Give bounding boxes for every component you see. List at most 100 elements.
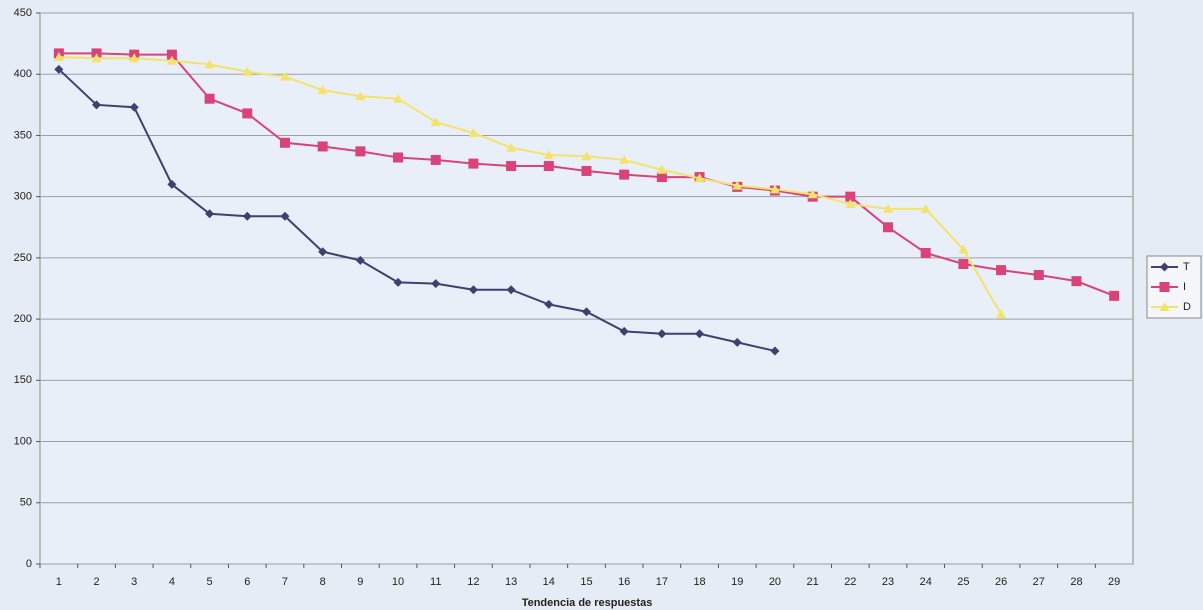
data-point xyxy=(770,346,780,356)
y-tick-label: 450 xyxy=(14,7,32,19)
x-tick-label: 19 xyxy=(731,576,743,588)
x-tick-label: 22 xyxy=(844,576,856,588)
data-point xyxy=(732,180,743,190)
data-point xyxy=(279,137,290,148)
data-point xyxy=(656,172,667,183)
data-point xyxy=(656,164,667,174)
data-point xyxy=(732,337,742,347)
plot-area xyxy=(39,12,1134,565)
data-point xyxy=(619,154,630,164)
legend-marker xyxy=(1159,282,1170,292)
data-point xyxy=(242,108,253,119)
data-point xyxy=(204,59,215,69)
data-point xyxy=(355,91,366,101)
x-tick-label: 5 xyxy=(207,576,213,588)
data-point xyxy=(166,55,177,65)
x-tick-label: 27 xyxy=(1033,576,1045,588)
data-point xyxy=(506,285,516,295)
x-tick-label: 9 xyxy=(357,576,363,588)
data-point xyxy=(204,93,215,104)
x-tick-label: 2 xyxy=(93,576,99,588)
x-tick-label: 15 xyxy=(580,576,592,588)
legend-marker xyxy=(1160,262,1169,272)
data-point xyxy=(431,279,441,289)
y-tick-label: 350 xyxy=(14,129,32,141)
data-point xyxy=(91,53,102,63)
series-line xyxy=(58,68,776,352)
data-point xyxy=(242,66,253,76)
x-tick-label: 28 xyxy=(1070,576,1082,588)
data-point xyxy=(430,154,441,165)
data-point xyxy=(1033,270,1044,281)
y-tick-label: 400 xyxy=(14,68,32,80)
y-tick-label: 0 xyxy=(26,558,32,570)
data-point xyxy=(769,184,780,194)
x-tick-label: 4 xyxy=(169,576,175,588)
data-point xyxy=(1071,276,1082,287)
data-point xyxy=(657,329,667,339)
data-point xyxy=(543,150,554,160)
x-tick-label: 20 xyxy=(769,576,781,588)
x-tick-label: 14 xyxy=(543,576,555,588)
legend-marker xyxy=(1159,302,1170,311)
x-tick-label: 8 xyxy=(320,576,326,588)
data-point xyxy=(242,211,252,221)
data-point xyxy=(845,191,856,202)
legend-label: D xyxy=(1183,301,1191,313)
data-point xyxy=(883,203,894,213)
data-point xyxy=(883,222,894,233)
y-tick-label: 250 xyxy=(14,252,32,264)
x-tick-label: 11 xyxy=(430,576,441,588)
x-tick-label: 1 xyxy=(56,576,62,588)
y-tick-label: 50 xyxy=(20,497,32,509)
x-tick-label: 26 xyxy=(995,576,1007,588)
data-point xyxy=(544,299,554,309)
y-tick-label: 150 xyxy=(14,374,32,386)
data-point xyxy=(582,307,591,317)
data-point xyxy=(430,116,441,126)
data-point xyxy=(393,93,404,103)
x-tick-label: 13 xyxy=(505,576,517,588)
data-point xyxy=(129,53,140,63)
data-point xyxy=(53,52,64,62)
x-axis-label: Tendencia de respuestas xyxy=(522,597,653,609)
data-point xyxy=(581,165,592,176)
legend-label: T xyxy=(1183,261,1190,273)
x-tick-label: 17 xyxy=(656,576,668,588)
y-tick-label: 200 xyxy=(14,313,32,325)
data-point xyxy=(468,285,478,295)
data-point xyxy=(845,199,856,209)
data-point xyxy=(205,209,215,219)
data-point xyxy=(92,100,102,110)
x-tick-label: 23 xyxy=(882,576,894,588)
data-point xyxy=(355,255,365,265)
data-point xyxy=(279,71,290,81)
data-point xyxy=(129,102,139,112)
x-tick-label: 6 xyxy=(244,576,250,588)
data-point xyxy=(920,203,931,213)
data-point xyxy=(355,146,366,157)
x-tick-label: 29 xyxy=(1108,576,1120,588)
x-tick-label: 24 xyxy=(920,576,932,588)
data-point xyxy=(694,173,705,183)
x-tick-label: 25 xyxy=(957,576,969,588)
data-point xyxy=(506,161,517,172)
data-point xyxy=(996,265,1007,276)
y-tick-label: 300 xyxy=(14,191,32,203)
data-point xyxy=(807,189,818,199)
data-point xyxy=(920,247,931,258)
data-point xyxy=(318,247,328,257)
series-line xyxy=(58,56,1002,315)
data-point xyxy=(280,211,290,221)
x-tick-label: 7 xyxy=(282,576,288,588)
x-tick-label: 10 xyxy=(392,576,404,588)
data-point xyxy=(317,141,328,152)
data-point xyxy=(1109,290,1120,301)
data-point xyxy=(958,259,969,270)
data-point xyxy=(468,158,479,169)
data-point xyxy=(695,329,705,339)
data-point xyxy=(166,49,177,60)
data-point xyxy=(581,151,592,161)
x-tick-label: 21 xyxy=(807,576,819,588)
